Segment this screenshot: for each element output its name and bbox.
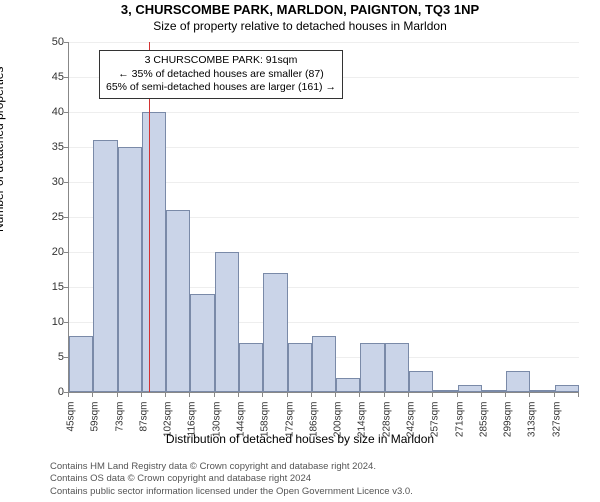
histogram-bar bbox=[312, 336, 336, 392]
footer-line: Contains HM Land Registry data © Crown c… bbox=[50, 461, 413, 473]
histogram-bar bbox=[190, 294, 214, 392]
y-tick-label: 40 bbox=[34, 106, 64, 118]
y-axis-label: Number of detached properties bbox=[0, 67, 6, 232]
x-tick-mark bbox=[92, 392, 93, 397]
histogram-bar bbox=[215, 252, 239, 392]
histogram-bar bbox=[166, 210, 190, 392]
y-tick-label: 45 bbox=[34, 71, 64, 83]
histogram-bar bbox=[69, 336, 93, 392]
annotation-line: 65% of semi-detached houses are larger (… bbox=[106, 81, 336, 95]
histogram-bar bbox=[555, 385, 579, 392]
gridline bbox=[69, 42, 579, 43]
y-tick-label: 15 bbox=[34, 281, 64, 293]
x-tick-mark bbox=[457, 392, 458, 397]
y-tick-label: 20 bbox=[34, 246, 64, 258]
x-tick-mark bbox=[408, 392, 409, 397]
footer-attribution: Contains HM Land Registry data © Crown c… bbox=[50, 461, 413, 498]
y-tick-label: 0 bbox=[34, 386, 64, 398]
annotation-line: ← 35% of detached houses are smaller (87… bbox=[106, 68, 336, 82]
x-tick-mark bbox=[481, 392, 482, 397]
y-tick-label: 5 bbox=[34, 351, 64, 363]
annotation-box: 3 CHURSCOMBE PARK: 91sqm← 35% of detache… bbox=[99, 50, 343, 99]
x-tick-mark bbox=[238, 392, 239, 397]
x-tick-mark bbox=[117, 392, 118, 397]
chart-area: 3 CHURSCOMBE PARK: 91sqm← 35% of detache… bbox=[48, 42, 578, 422]
histogram-bar bbox=[142, 112, 166, 392]
y-tick-mark bbox=[64, 252, 69, 253]
y-tick-mark bbox=[64, 112, 69, 113]
histogram-bar bbox=[385, 343, 409, 392]
histogram-bar bbox=[530, 390, 554, 392]
x-tick-mark bbox=[214, 392, 215, 397]
histogram-bar bbox=[263, 273, 287, 392]
x-tick-mark bbox=[384, 392, 385, 397]
annotation-line: 3 CHURSCOMBE PARK: 91sqm bbox=[106, 54, 336, 68]
histogram-bar bbox=[433, 390, 457, 392]
y-tick-label: 50 bbox=[34, 36, 64, 48]
footer-line: Contains public sector information licen… bbox=[50, 486, 413, 498]
histogram-bar bbox=[93, 140, 117, 392]
x-axis-label: Distribution of detached houses by size … bbox=[0, 432, 600, 446]
x-tick-mark bbox=[529, 392, 530, 397]
histogram-bar bbox=[288, 343, 312, 392]
x-tick-mark bbox=[311, 392, 312, 397]
y-tick-mark bbox=[64, 287, 69, 288]
histogram-bar bbox=[239, 343, 263, 392]
x-tick-mark bbox=[578, 392, 579, 397]
y-tick-mark bbox=[64, 77, 69, 78]
y-tick-label: 35 bbox=[34, 141, 64, 153]
plot-area: 3 CHURSCOMBE PARK: 91sqm← 35% of detache… bbox=[68, 42, 579, 393]
x-tick-mark bbox=[554, 392, 555, 397]
x-tick-mark bbox=[141, 392, 142, 397]
y-tick-label: 25 bbox=[34, 211, 64, 223]
y-tick-label: 30 bbox=[34, 176, 64, 188]
y-tick-mark bbox=[64, 42, 69, 43]
x-tick-mark bbox=[335, 392, 336, 397]
chart-title: 3, CHURSCOMBE PARK, MARLDON, PAIGNTON, T… bbox=[0, 2, 600, 17]
x-tick-mark bbox=[505, 392, 506, 397]
histogram-bar bbox=[458, 385, 482, 392]
histogram-bar bbox=[409, 371, 433, 392]
histogram-bar bbox=[336, 378, 360, 392]
y-tick-label: 10 bbox=[34, 316, 64, 328]
x-tick-mark bbox=[262, 392, 263, 397]
chart-subtitle: Size of property relative to detached ho… bbox=[0, 19, 600, 33]
histogram-bar bbox=[482, 390, 506, 392]
x-tick-mark bbox=[68, 392, 69, 397]
x-tick-mark bbox=[359, 392, 360, 397]
x-tick-mark bbox=[287, 392, 288, 397]
x-tick-mark bbox=[432, 392, 433, 397]
y-tick-mark bbox=[64, 147, 69, 148]
x-tick-mark bbox=[165, 392, 166, 397]
histogram-bar bbox=[118, 147, 142, 392]
y-tick-mark bbox=[64, 322, 69, 323]
x-tick-mark bbox=[189, 392, 190, 397]
y-tick-mark bbox=[64, 217, 69, 218]
footer-line: Contains OS data © Crown copyright and d… bbox=[50, 473, 413, 485]
histogram-bar bbox=[360, 343, 384, 392]
histogram-bar bbox=[506, 371, 530, 392]
y-tick-mark bbox=[64, 182, 69, 183]
